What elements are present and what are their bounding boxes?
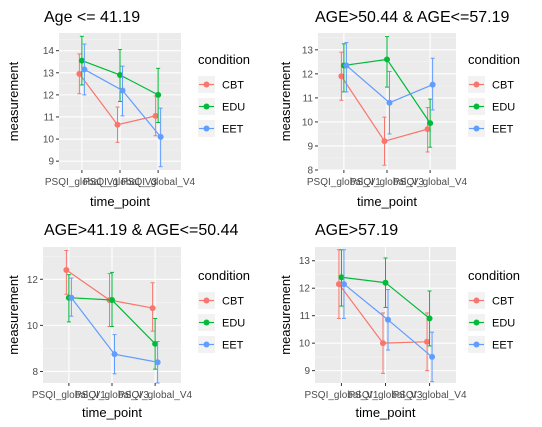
legend-key-point: [474, 342, 480, 348]
legend-label: CBT: [492, 80, 514, 92]
chart-panel-4: AGE>57.19910111213PSQI_global_V1PSQI_glo…: [278, 222, 520, 420]
legend-key-point: [204, 104, 210, 110]
data-point: [343, 62, 349, 68]
y-tick-label: 8: [307, 166, 313, 177]
y-tick-label: 11: [44, 112, 55, 123]
y-tick-label: 12: [302, 69, 314, 80]
y-tick-label: 11: [300, 311, 311, 322]
y-tick-label: 13: [299, 256, 311, 267]
x-axis-title: time_point: [356, 405, 416, 420]
data-point: [68, 295, 74, 301]
y-tick-label: 12: [27, 275, 39, 286]
legend-label: EET: [222, 124, 244, 136]
data-point: [150, 305, 156, 311]
y-tick-label: 11: [303, 93, 314, 104]
legend: condition CBT EDU EET: [198, 268, 250, 353]
chart-panel-3: AGE>41.19 & AGE<=50.44 8 10 12 PSQI_global_V…: [6, 222, 250, 420]
chart-title: AGE>57.19: [315, 222, 398, 239]
legend-label: EET: [222, 340, 244, 352]
y-axis-title: measurement: [6, 61, 21, 141]
legend-key-point: [474, 104, 480, 110]
data-point: [115, 122, 121, 128]
legend-key-point: [204, 82, 210, 88]
legend-label: EDU: [492, 318, 515, 330]
legend-label: EET: [492, 124, 514, 136]
y-tick-label: 10: [43, 135, 55, 146]
y-tick-label: 9: [304, 366, 310, 377]
legend-key-point: [204, 126, 210, 132]
chart-panel-1: Age <= 41.19 9 10 11 12 13 14 PSQI_global_V1PSQ…: [6, 9, 250, 209]
x-axis-title: time_point: [82, 405, 142, 420]
legend-title: condition: [198, 268, 250, 283]
data-point: [385, 317, 391, 323]
legend-key-point: [204, 320, 210, 326]
y-tick-label: 13: [43, 68, 55, 79]
legend-title: condition: [468, 52, 520, 67]
chart-panel-2: AGE>50.44 & AGE<=57.19 8 9 10 11 12 13 PSQI_glo…: [278, 9, 520, 209]
y-tick-label: 9: [307, 141, 313, 152]
legend-key-point: [474, 298, 480, 304]
y-tick-label: 12: [43, 90, 55, 101]
data-point: [81, 66, 87, 72]
data-point: [341, 281, 347, 287]
legend-label: CBT: [222, 80, 244, 92]
x-tick-label: PSQI_global_V4: [118, 390, 192, 401]
data-point: [109, 297, 115, 303]
legend: condition CBT EDU EET: [468, 268, 520, 353]
legend: condition CBT EDU EET: [198, 52, 250, 137]
y-tick-label: 13: [302, 45, 314, 56]
y-tick-label: 8: [32, 367, 38, 378]
y-axis-title: measurement: [278, 61, 293, 141]
chart-title: Age <= 41.19: [44, 9, 140, 26]
y-tick-label: 9: [48, 157, 54, 168]
legend-title: condition: [468, 268, 520, 283]
data-point: [387, 100, 393, 106]
data-point: [430, 82, 436, 88]
data-point: [158, 134, 164, 140]
x-axis-title: time_point: [357, 194, 417, 209]
y-tick-label: 14: [43, 46, 55, 57]
x-tick-label: PSQI_global_V4: [393, 177, 467, 188]
legend-label: EDU: [492, 102, 515, 114]
y-tick-label: 10: [302, 117, 314, 128]
x-tick-label: PSQI_global_V4: [121, 177, 195, 188]
data-point: [155, 359, 161, 365]
y-axis-title: measurement: [278, 275, 293, 355]
y-tick-label: 10: [299, 339, 311, 350]
x-axis-title: time_point: [90, 194, 150, 209]
y-axis-title: measurement: [6, 275, 21, 355]
chart-title: AGE>50.44 & AGE<=57.19: [315, 9, 509, 26]
data-point: [427, 120, 433, 126]
data-point: [427, 315, 433, 321]
legend-title: condition: [198, 52, 250, 67]
legend-key-point: [474, 126, 480, 132]
legend-key-point: [204, 298, 210, 304]
legend-key-point: [474, 82, 480, 88]
legend-key-point: [204, 342, 210, 348]
legend-key-point: [474, 320, 480, 326]
legend-label: CBT: [492, 296, 514, 308]
data-point: [429, 354, 435, 360]
data-point: [120, 87, 126, 93]
data-point: [383, 280, 389, 286]
data-point: [63, 267, 69, 273]
data-point: [384, 56, 390, 62]
data-point: [155, 92, 161, 98]
y-tick-label: 10: [27, 321, 39, 332]
legend: condition CBT EDU EET: [468, 52, 520, 137]
data-point: [380, 340, 386, 346]
x-tick-label: PSQI_global_V4: [393, 390, 467, 401]
legend-label: EDU: [222, 102, 245, 114]
chart-title: AGE>41.19 & AGE<=50.44: [44, 222, 238, 239]
legend-label: CBT: [222, 296, 244, 308]
legend-label: EET: [492, 340, 514, 352]
y-tick-label: 12: [299, 284, 311, 295]
legend-label: EDU: [222, 318, 245, 330]
data-point: [382, 138, 388, 144]
data-point: [112, 351, 118, 357]
